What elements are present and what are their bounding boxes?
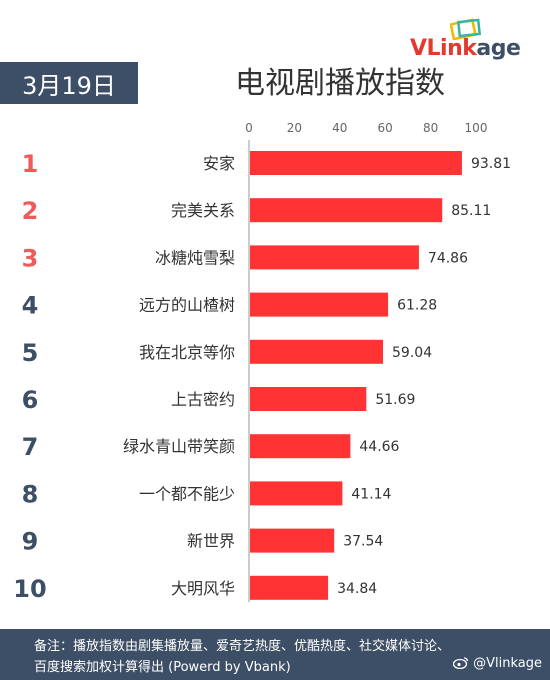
bar bbox=[250, 575, 329, 600]
x-tick-label: 100 bbox=[465, 121, 488, 135]
x-tick-label: 20 bbox=[287, 121, 302, 135]
value-label: 61.28 bbox=[397, 298, 437, 314]
value-label: 34.84 bbox=[337, 581, 377, 597]
category-label: 大明风华 bbox=[171, 579, 235, 598]
rank-number: 7 bbox=[22, 433, 39, 461]
category-label: 新世界 bbox=[187, 532, 235, 551]
category-label: 冰糖炖雪梨 bbox=[155, 248, 235, 267]
rank-number: 10 bbox=[13, 575, 46, 603]
bar bbox=[250, 528, 335, 553]
category-label: 上古密约 bbox=[171, 390, 235, 409]
bar bbox=[250, 292, 389, 317]
date-badge: 3月19日 bbox=[0, 62, 138, 104]
bar bbox=[250, 245, 419, 270]
bar bbox=[250, 481, 343, 506]
value-label: 51.69 bbox=[375, 392, 415, 408]
bar-chart: 0 20 40 60 80 100 1 安家 93.81 2 完美关系 85.11 3 冰糖炖雪梨 74.8… bbox=[13, 121, 511, 603]
chart-title: 电视剧播放指数 bbox=[235, 66, 445, 101]
weibo-watermark: @Vlinkage bbox=[452, 656, 542, 671]
x-tick-label: 60 bbox=[378, 121, 393, 135]
category-label: 绿水青山带笑颜 bbox=[123, 437, 235, 456]
category-label: 一个都不能少 bbox=[139, 484, 235, 503]
rank-number: 4 bbox=[22, 292, 39, 320]
rank-number: 3 bbox=[22, 244, 39, 272]
category-label: 远方的山楂树 bbox=[139, 296, 235, 315]
value-label: 93.81 bbox=[471, 156, 511, 172]
value-label: 44.66 bbox=[359, 439, 399, 455]
bar bbox=[250, 387, 367, 411]
footer-note: 备注：播放指数由剧集播放量、爱奇艺热度、优酷热度、社交媒体讨论、 百度搜索加权计… bbox=[0, 629, 550, 680]
bar bbox=[250, 434, 351, 459]
rank-number: 1 bbox=[22, 150, 39, 178]
logo-wordmark: VLinkage bbox=[410, 36, 521, 61]
x-tick-label: 0 bbox=[245, 121, 253, 135]
category-label: 完美关系 bbox=[171, 201, 235, 220]
vlinkage-logo: VLinkage bbox=[410, 18, 540, 61]
logo-frames-icon bbox=[450, 18, 482, 40]
footer-note-line2: 百度搜索加权计算得出 (Powerd by Vbank) bbox=[34, 660, 291, 675]
bar bbox=[250, 198, 443, 223]
bar bbox=[250, 151, 462, 175]
rank-number: 5 bbox=[22, 339, 39, 367]
rank-number: 9 bbox=[22, 528, 39, 556]
footer-note-line1: 备注：播放指数由剧集播放量、爱奇艺热度、优酷热度、社交媒体讨论、 bbox=[34, 639, 451, 654]
value-label: 85.11 bbox=[451, 203, 491, 219]
value-label: 37.54 bbox=[343, 534, 383, 550]
x-tick-label: 40 bbox=[332, 121, 347, 135]
value-label: 41.14 bbox=[351, 486, 391, 502]
value-label: 74.86 bbox=[428, 250, 468, 266]
value-label: 59.04 bbox=[392, 345, 432, 361]
rank-number: 6 bbox=[22, 386, 39, 414]
weibo-icon bbox=[452, 657, 469, 670]
rank-number: 8 bbox=[22, 480, 39, 508]
weibo-handle: @Vlinkage bbox=[473, 656, 542, 671]
category-label: 我在北京等你 bbox=[139, 343, 235, 362]
x-tick-label: 80 bbox=[423, 121, 438, 135]
category-label: 安家 bbox=[203, 154, 235, 173]
bar bbox=[250, 339, 384, 364]
rank-number: 2 bbox=[22, 197, 39, 225]
